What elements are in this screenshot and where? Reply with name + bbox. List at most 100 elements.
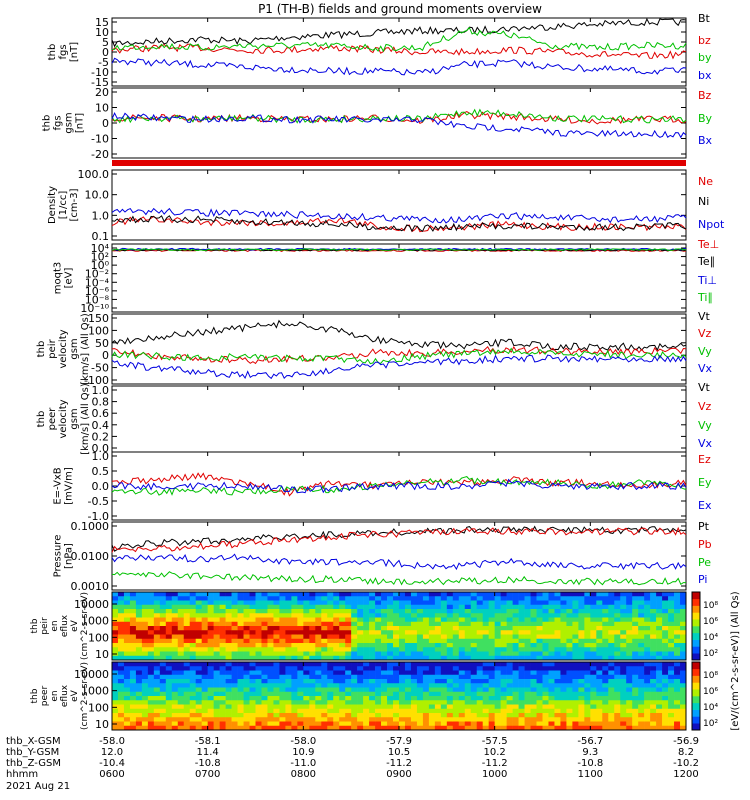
spectrogram-cell: [339, 609, 346, 614]
ephemeris-value: -10.4: [99, 758, 125, 769]
spectrogram-cell: [620, 604, 627, 610]
spectrogram-cell: [207, 600, 214, 606]
colorbar-segment: [692, 709, 700, 717]
spectrogram-cell: [333, 621, 340, 627]
spectrogram-cell: [644, 721, 651, 727]
spectrogram-cell: [470, 604, 478, 610]
legend-Pb: Pb: [698, 538, 712, 551]
spectrogram-cell: [566, 666, 573, 671]
spectrogram-cell: [171, 708, 179, 714]
spectrogram-cell: [542, 662, 549, 667]
spectrogram-cell: [560, 638, 567, 644]
spectrogram-cell: [626, 613, 633, 618]
spectrogram-cell: [524, 700, 531, 705]
spectrogram-cell: [195, 670, 202, 676]
spectrogram-cell: [464, 687, 472, 693]
spectrogram-cell: [357, 655, 364, 661]
spectrogram-cell: [572, 725, 579, 731]
spectrogram-cell: [345, 691, 352, 697]
spectrogram-cell: [369, 604, 376, 610]
spectrogram-cell: [578, 613, 585, 618]
spectrogram-cell: [249, 687, 256, 693]
spectrogram-cell: [506, 600, 513, 606]
spectrogram-cell: [662, 634, 669, 640]
spectrogram-cell: [500, 655, 507, 661]
spectrogram-cell: [644, 621, 651, 627]
spectrogram-cell: [674, 708, 681, 714]
spectrogram-cell: [201, 592, 208, 597]
ephemeris-value: -10.8: [195, 758, 221, 769]
spectrogram-cell: [135, 717, 143, 722]
spectrogram-cell: [674, 596, 681, 601]
spectrogram-cell: [434, 725, 442, 731]
spectrogram-cell: [309, 687, 316, 693]
y-tick-label: 100.0: [78, 168, 110, 181]
spectrogram-cell: [255, 643, 262, 648]
spectrogram-cell: [153, 679, 161, 684]
spectrogram-cell: [369, 592, 376, 597]
spectrogram-cell: [632, 666, 639, 671]
spectrogram-cell: [422, 670, 430, 676]
spectrogram-cell: [165, 600, 173, 606]
spectrogram-cell: [638, 655, 645, 661]
spectrogram-cell: [153, 687, 161, 693]
spectrogram-cell: [315, 647, 322, 652]
spectrogram-cell: [608, 626, 615, 631]
spectrogram-cell: [243, 596, 250, 601]
spectrogram-cell: [237, 651, 244, 657]
spectrogram-cell: [153, 634, 161, 640]
spectrogram-cell: [428, 596, 436, 601]
spectrogram-cell: [129, 725, 137, 731]
ephemeris-value: -58.0: [290, 736, 316, 747]
spectrogram-cell: [512, 700, 519, 705]
spectrogram-cell: [638, 630, 645, 635]
spectrogram-cell: [482, 713, 489, 718]
spectrogram-cell: [464, 696, 472, 701]
spectrogram-cell: [171, 655, 179, 661]
spectrogram-cell: [416, 708, 424, 714]
spectrogram-cell: [650, 679, 657, 684]
spectrogram-cell: [524, 621, 531, 627]
spectrogram-cell: [375, 655, 382, 661]
spectrogram-cell: [440, 721, 448, 727]
y-axis-label: thb: [47, 44, 58, 61]
spectrogram-cell: [542, 674, 549, 680]
spectrogram-cell: [578, 651, 585, 657]
spectrogram-cell: [494, 700, 501, 705]
y-tick-label: 10⁻¹⁰: [80, 302, 109, 315]
spectrogram-cell: [357, 604, 364, 610]
spectrogram-cell: [506, 666, 513, 671]
spectrogram-cell: [207, 634, 214, 640]
spectrogram-cell: [387, 634, 394, 640]
spectrogram-cell: [219, 626, 226, 631]
spectrogram-cell: [117, 592, 125, 597]
series-line-Pe: [111, 571, 686, 586]
spectrogram-cell: [177, 643, 185, 648]
spectrogram-cell: [399, 617, 406, 623]
spectrogram-cell: [375, 662, 382, 667]
spectrogram-cell: [381, 643, 388, 648]
spectrogram-cell: [662, 696, 669, 701]
spectrogram-cell: [201, 721, 208, 727]
spectrogram-cell: [428, 666, 436, 671]
spectrogram-cell: [243, 725, 250, 731]
spectrogram-cell: [650, 592, 657, 597]
spectrogram-cell: [297, 666, 304, 671]
spectrogram-cell: [201, 655, 208, 661]
spectrogram-cell: [512, 643, 519, 648]
spectrogram-cell: [554, 617, 561, 623]
spectrogram-cell: [530, 666, 537, 671]
spectrogram-cell: [674, 691, 681, 697]
spectrogram-cell: [494, 708, 501, 714]
spectrogram-cell: [590, 683, 597, 688]
spectrogram-cell: [399, 666, 406, 671]
spectrogram-cell: [524, 691, 531, 697]
spectrogram-cell: [117, 621, 125, 627]
spectrogram-cell: [177, 592, 185, 597]
spectrogram-cell: [261, 679, 268, 684]
spectrogram-cell: [237, 700, 244, 705]
y-axis-label: peer: [47, 407, 58, 431]
series-line-by: [111, 26, 687, 53]
spectrogram-cell: [291, 662, 298, 667]
spectrogram-cell: [117, 700, 125, 705]
